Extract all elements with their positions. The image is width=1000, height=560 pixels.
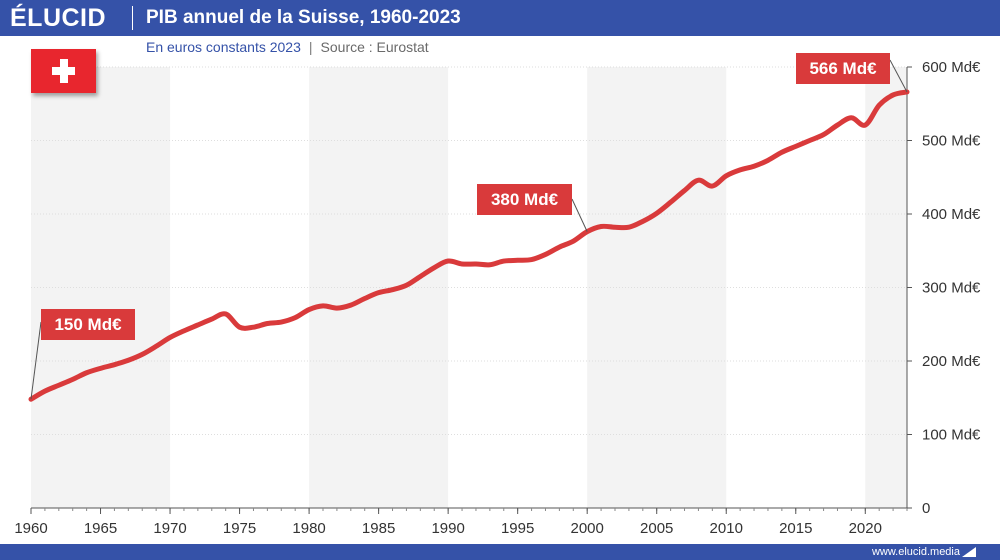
y-tick-label: 600 Md€: [922, 59, 981, 76]
x-tick-label: 1960: [14, 520, 47, 537]
footer-bar: [0, 544, 1000, 560]
series-layer: [28, 89, 910, 402]
x-tick-label: 1965: [84, 520, 117, 537]
callout-box: [41, 309, 135, 340]
swiss-flag-icon: [31, 49, 96, 93]
elucid-arrow-icon: [962, 547, 976, 557]
x-tick-label: 1985: [362, 520, 395, 537]
shaded-band: [587, 67, 727, 508]
y-tick-label: 200 Md€: [922, 353, 981, 370]
flag-cross-horizontal: [52, 67, 75, 75]
callout-leader-line: [889, 59, 908, 93]
gridlines: [31, 66, 907, 435]
y-tick-label: 400 Md€: [922, 206, 981, 223]
callout-label: 150 Md€: [54, 315, 122, 334]
callout-label: 380 Md€: [491, 190, 559, 209]
y-axis-ticks: 0 100 Md€ 200 Md€ 300 Md€ 400 Md€ 500 Md€ 600 …: [907, 59, 981, 517]
subtitle-separator: |: [308, 39, 313, 55]
subtitle-source: Source : Eurostat: [320, 39, 429, 55]
callout-label: 566 Md€: [809, 59, 877, 78]
x-axis-ticks: 1960 1965 1970 1975 1980 1985 1990 1995 2000 2005…: [14, 508, 908, 537]
chart-title: PIB annuel de la Suisse, 1960-2023: [146, 7, 461, 28]
chart-subtitle: En euros constants 2023 | Source : Eurosta…: [146, 39, 429, 55]
x-tick-label: 2000: [571, 520, 604, 537]
y-tick-label: 300 Md€: [922, 280, 981, 297]
x-tick-label: 2005: [640, 520, 673, 537]
brand-logo: ÉLUCID: [10, 4, 107, 32]
x-tick-label: 1990: [431, 520, 464, 537]
header-divider: [132, 6, 133, 30]
callout-box: [477, 184, 572, 215]
footer-url[interactable]: www.elucid.media: [871, 546, 960, 558]
callout-leader-line: [30, 321, 42, 400]
x-tick-label: 2015: [779, 520, 812, 537]
callout-box: [796, 53, 890, 84]
subtitle-units: En euros constants 2023: [146, 39, 301, 55]
x-tick-label: 1980: [292, 520, 325, 537]
callouts: 150 Md€ 380 Md€ 566 Md€: [30, 53, 908, 400]
x-tick-label: 2020: [849, 520, 882, 537]
x-tick-label: 2010: [710, 520, 743, 537]
y-tick-label: 0: [922, 500, 930, 517]
x-tick-label: 1975: [223, 520, 256, 537]
y-tick-label: 500 Md€: [922, 133, 981, 150]
y-tick-label: 100 Md€: [922, 427, 981, 444]
series-line: [28, 89, 910, 402]
callout-leader-line: [571, 198, 588, 232]
x-tick-label: 1970: [153, 520, 186, 537]
header-bar: [0, 0, 1000, 36]
x-tick-label: 1995: [501, 520, 534, 537]
